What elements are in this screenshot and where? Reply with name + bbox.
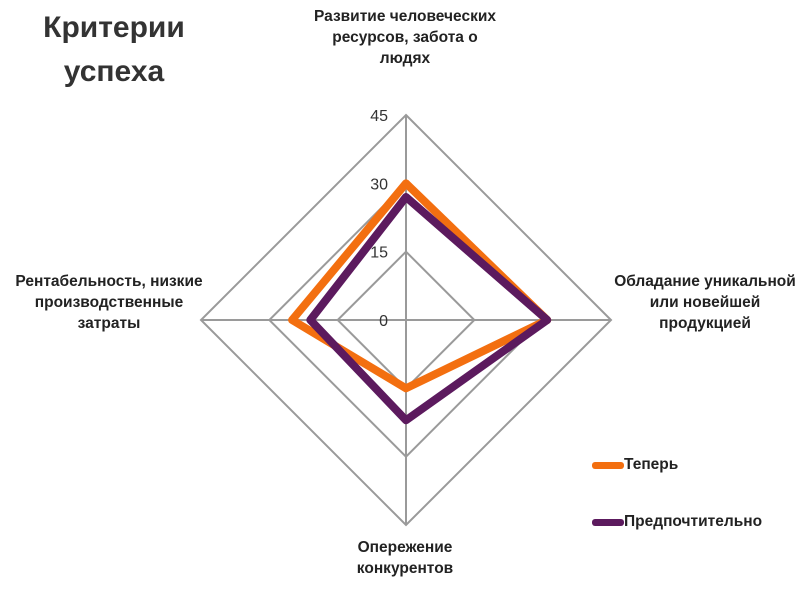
axis-label-top: Развитие человеческих ресурсов, забота о… [314, 8, 496, 67]
tick-label-30: 30 [370, 176, 388, 193]
tick-label-0: 0 [379, 313, 388, 330]
legend-item-now: Теперь [592, 454, 678, 476]
legend-swatch-preferred [592, 518, 624, 526]
tick-label-45: 45 [370, 108, 388, 125]
page-title: Критерии успеха [43, 11, 185, 88]
legend-label-preferred: Предпочтительно [624, 513, 763, 530]
axis-label-bottom: Опережение конкурентов [356, 539, 454, 577]
axis-label-left: Рентабельность, низкие производственные … [15, 273, 203, 332]
series-line-1 [306, 193, 552, 425]
legend-label-now: Теперь [624, 456, 679, 473]
axis-label-right: Обладание уникальной или новейшей продук… [614, 273, 796, 332]
legend-item-preferred: Предпочтительно [592, 511, 762, 533]
radar-grid [199, 113, 613, 527]
tick-label-15: 15 [370, 245, 388, 262]
radar-ticks: 0 15 30 45 [370, 108, 388, 330]
radar-series [288, 179, 552, 425]
legend-swatch-now [592, 461, 624, 469]
